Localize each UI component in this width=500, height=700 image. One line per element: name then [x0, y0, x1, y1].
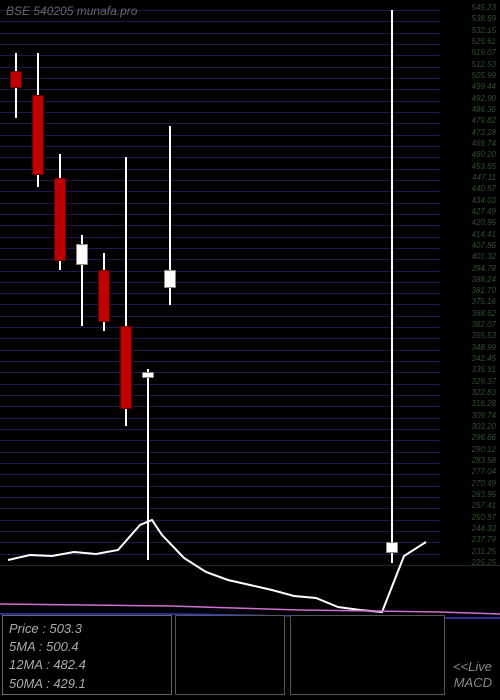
- ma50-label: 50MA :: [9, 676, 50, 691]
- candle-wick: [147, 369, 149, 560]
- price-info-box: Price : 503.3 5MA : 500.4 12MA : 482.4 5…: [2, 615, 172, 695]
- y-tick-label: 375.16: [472, 298, 496, 306]
- y-tick-label: 545.23: [472, 4, 496, 12]
- info-12ma: 12MA : 482.4: [9, 656, 165, 674]
- candle: [8, 0, 24, 565]
- y-tick-label: 420.95: [472, 219, 496, 227]
- y-axis-labels: 545.23538.69532.15525.61519.07512.53505.…: [442, 8, 496, 563]
- candle: [384, 0, 400, 565]
- y-tick-label: 479.82: [472, 117, 496, 125]
- y-tick-label: 499.44: [472, 83, 496, 91]
- price-label: Price :: [9, 621, 46, 636]
- y-tick-label: 250.87: [472, 514, 496, 522]
- candle: [162, 0, 178, 565]
- y-tick-label: 270.49: [472, 480, 496, 488]
- y-tick-label: 388.24: [472, 276, 496, 284]
- y-tick-label: 296.66: [472, 434, 496, 442]
- y-tick-label: 538.69: [472, 15, 496, 23]
- y-tick-label: 348.99: [472, 344, 496, 352]
- candle: [140, 0, 156, 565]
- y-tick-label: 277.04: [472, 468, 496, 476]
- y-tick-label: 263.95: [472, 491, 496, 499]
- blank-box: [290, 615, 445, 695]
- y-tick-label: 407.86: [472, 242, 496, 250]
- watermark-text: BSE 540205 munafa.pro: [6, 4, 137, 18]
- y-tick-label: 492.90: [472, 95, 496, 103]
- y-tick-label: 225.25: [472, 559, 496, 567]
- y-tick-label: 244.33: [472, 525, 496, 533]
- y-tick-label: 335.91: [472, 366, 496, 374]
- lower-boxes: [175, 615, 445, 695]
- y-tick-label: 322.83: [472, 389, 496, 397]
- candle-body: [386, 542, 398, 552]
- y-tick-label: 362.07: [472, 321, 496, 329]
- stock-chart: BSE 540205 munafa.pro 545.23 538.69 532.15…: [0, 0, 500, 700]
- y-tick-label: 519.07: [472, 49, 496, 57]
- y-tick-label: 473.28: [472, 129, 496, 137]
- y-tick-label: 532.15: [472, 27, 496, 35]
- y-tick-label: 309.74: [472, 412, 496, 420]
- candle-body: [54, 178, 66, 261]
- y-tick-label: 414.41: [472, 231, 496, 239]
- y-tick-label: 466.74: [472, 140, 496, 148]
- y-tick-label: 355.53: [472, 332, 496, 340]
- blank-box: [175, 615, 285, 695]
- y-tick-label: 447.11: [472, 174, 496, 182]
- info-5ma: 5MA : 500.4: [9, 638, 165, 656]
- candle: [74, 0, 90, 565]
- candle-body: [76, 244, 88, 265]
- live-label: <<Live: [453, 659, 492, 674]
- y-tick-label: 342.45: [472, 355, 496, 363]
- candle-body: [10, 71, 22, 88]
- info-50ma: 50MA : 429.1: [9, 675, 165, 693]
- y-tick-label: 257.41: [472, 502, 496, 510]
- y-tick-label: 329.37: [472, 378, 496, 386]
- y-tick-label: 512.53: [472, 61, 496, 69]
- y-tick-label: 401.32: [472, 253, 496, 261]
- y-tick-label: 368.62: [472, 310, 496, 318]
- candle-wick: [391, 10, 393, 563]
- candle: [118, 0, 134, 565]
- y-tick-label: 460.20: [472, 151, 496, 159]
- candle-body: [32, 95, 44, 175]
- y-tick-label: 290.12: [472, 446, 496, 454]
- y-tick-label: 434.03: [472, 197, 496, 205]
- candle: [52, 0, 68, 565]
- y-tick-label: 427.49: [472, 208, 496, 216]
- y-tick-label: 231.25: [472, 548, 496, 556]
- y-tick-label: 525.61: [472, 38, 496, 46]
- y-tick-label: 303.20: [472, 423, 496, 431]
- ma12-label: 12MA :: [9, 657, 50, 672]
- candle: [30, 0, 46, 565]
- candle: [96, 0, 112, 565]
- price-value: 503.3: [49, 621, 82, 636]
- y-tick-label: 283.58: [472, 457, 496, 465]
- main-chart-area: 545.23 538.69 532.15 525.61 519.07 512.53 505.…: [0, 0, 500, 565]
- y-tick-label: 316.28: [472, 400, 496, 408]
- ma5-label: 5MA :: [9, 639, 42, 654]
- y-tick-label: 453.65: [472, 163, 496, 171]
- candle-body: [164, 270, 176, 287]
- y-tick-label: 440.57: [472, 185, 496, 193]
- y-tick-label: 486.36: [472, 106, 496, 114]
- ma50-value: 429.1: [53, 676, 86, 691]
- ma12-value: 482.4: [53, 657, 86, 672]
- macd-label: MACD: [454, 675, 492, 690]
- ma5-value: 500.4: [46, 639, 79, 654]
- y-tick-label: 394.78: [472, 265, 496, 273]
- y-tick-label: 505.99: [472, 72, 496, 80]
- candle-body: [98, 270, 110, 322]
- y-tick-label: 381.70: [472, 287, 496, 295]
- candle-body: [120, 326, 132, 409]
- candle-body: [142, 372, 154, 377]
- y-tick-label: 237.79: [472, 536, 496, 544]
- info-price: Price : 503.3: [9, 620, 165, 638]
